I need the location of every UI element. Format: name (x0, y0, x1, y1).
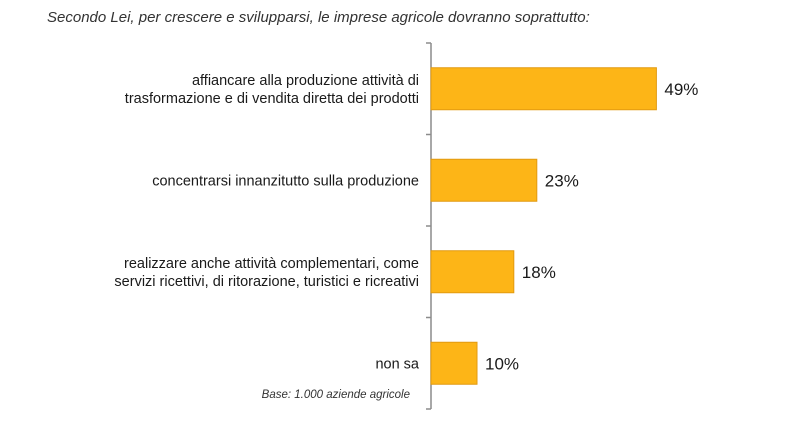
category-label: servizi ricettivi, di ritorazione, turis… (114, 274, 419, 290)
value-label: 18% (522, 263, 556, 282)
category-label: realizzare anche attività complementari,… (124, 256, 419, 272)
bar (430, 250, 515, 294)
value-label: 49% (664, 80, 698, 99)
category-label: affiancare alla produzione attività di (192, 73, 419, 89)
bar (430, 67, 657, 111)
category-label: trasformazione e di vendita diretta dei … (125, 91, 419, 107)
bar (430, 158, 538, 202)
value-label: 23% (545, 171, 579, 190)
category-label: concentrarsi innanzitutto sulla produzio… (152, 173, 419, 189)
value-label: 10% (485, 354, 519, 373)
category-label: non sa (375, 356, 419, 372)
chart-title: Secondo Lei, per crescere e svilupparsi,… (47, 9, 590, 26)
base-note: Base: 1.000 aziende agricole (261, 389, 410, 401)
bar (430, 341, 478, 385)
